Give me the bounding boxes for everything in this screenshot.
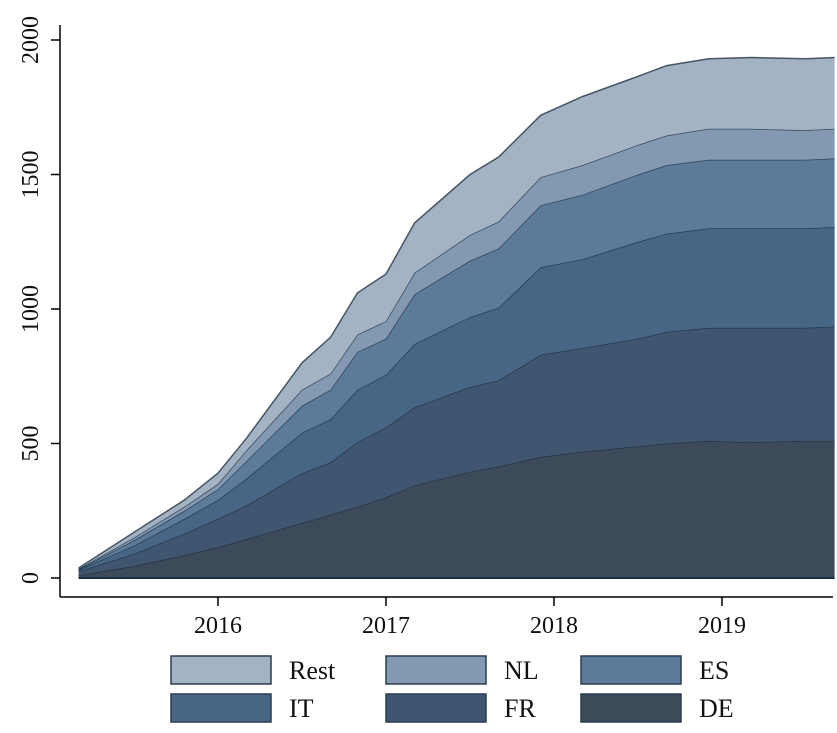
- legend-swatch-it: [170, 693, 272, 723]
- y-tick-label-500: 500: [18, 426, 44, 462]
- axes-layer: 0 500 1000 1500 2000 2016 2017 2018 2019: [18, 16, 833, 639]
- area-it: [78, 227, 835, 572]
- x-tick-label-2018: 2018: [530, 613, 578, 639]
- y-tick-label-0: 0: [18, 572, 44, 584]
- legend-swatch-fr: [385, 693, 487, 723]
- area-fr: [78, 326, 835, 576]
- y-tick-label-1500: 1500: [18, 151, 44, 199]
- area-edge-rest: [78, 56, 835, 569]
- legend-label-de: DE: [699, 694, 734, 723]
- legend-label-nl: NL: [504, 656, 539, 685]
- x-tick-label-2019: 2019: [698, 613, 746, 639]
- legend-swatch-nl: [385, 655, 487, 685]
- area-de: [78, 440, 835, 578]
- legend-label-rest: Rest: [289, 656, 336, 685]
- legend-label-it: IT: [289, 694, 314, 723]
- legend-label-fr: FR: [504, 694, 536, 723]
- x-tick-label-2017: 2017: [362, 613, 410, 639]
- y-tick-label-2000: 2000: [18, 16, 44, 64]
- area-rest: [78, 57, 835, 569]
- y-tick-label-1000: 1000: [18, 285, 44, 333]
- legend-swatch-rest: [170, 655, 272, 685]
- legend-label-es: ES: [699, 656, 729, 685]
- x-tick-label-2016: 2016: [194, 613, 242, 639]
- area-layer: [78, 56, 835, 579]
- legend-swatch-es: [580, 655, 682, 685]
- legend-swatch-de: [580, 693, 682, 723]
- legend: Rest NL ES IT FR DE: [170, 655, 734, 723]
